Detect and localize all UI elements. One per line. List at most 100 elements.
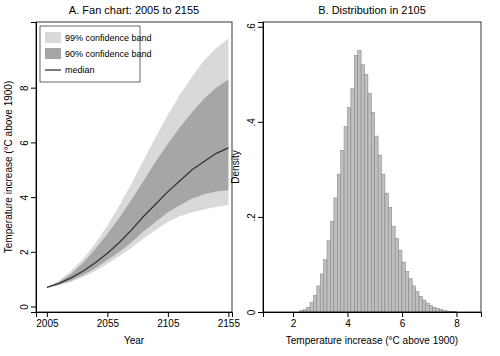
histogram-bar bbox=[426, 303, 429, 312]
x-tick-mark bbox=[402, 312, 403, 317]
histogram-bar bbox=[351, 89, 354, 312]
y-tick-mark bbox=[258, 122, 263, 123]
histogram-bar bbox=[337, 174, 340, 312]
panel: 24680.2.4.6B. Distribution in 2105Temper… bbox=[230, 4, 482, 346]
x-tick: 2055 bbox=[97, 312, 120, 329]
x-axis: 2005 2055 2105 2155 bbox=[36, 312, 240, 329]
histogram-bar bbox=[334, 198, 337, 312]
y-tick-mark bbox=[258, 217, 263, 218]
y-tick: 0 bbox=[246, 309, 263, 315]
x-axis: 2 4 6 8 bbox=[264, 312, 482, 329]
y-tick-mark bbox=[31, 197, 36, 198]
legend-swatch bbox=[45, 69, 61, 70]
x-tick-mark bbox=[47, 312, 48, 317]
x-axis-line bbox=[264, 313, 482, 318]
histogram-bar bbox=[341, 150, 344, 312]
histogram-bar bbox=[365, 74, 368, 312]
y-axis: 0 2 4 6 8 bbox=[19, 23, 37, 313]
panel: 2005 2055 2105 2155 0 2 4 6 8 A. Fan chart: 2005 … bbox=[3, 4, 240, 346]
legend-label: 90% confidence band bbox=[65, 49, 152, 59]
legend-swatch bbox=[45, 48, 61, 59]
y-tick-mark bbox=[31, 252, 36, 253]
x-tick: 2005 bbox=[36, 312, 59, 329]
histogram-bar bbox=[330, 222, 333, 312]
histogram-bar bbox=[385, 193, 388, 312]
y-tick-mark bbox=[31, 142, 36, 143]
x-tick-mark bbox=[228, 312, 229, 317]
x-tick: 2 bbox=[291, 312, 297, 329]
histogram-bar bbox=[402, 262, 405, 312]
histogram-bar bbox=[378, 155, 381, 312]
y-tick-label: 0 bbox=[19, 304, 30, 310]
histogram-bar bbox=[327, 241, 330, 312]
histogram-bar bbox=[368, 93, 371, 312]
histogram-bar bbox=[405, 272, 408, 312]
x-tick-mark bbox=[456, 312, 457, 317]
y-tick: 4 bbox=[19, 194, 36, 200]
histogram-bar bbox=[436, 309, 439, 312]
x-tick-mark bbox=[107, 312, 108, 317]
y-tick: 6 bbox=[19, 140, 36, 146]
histogram-bar bbox=[392, 226, 395, 312]
x-tick: 2105 bbox=[157, 312, 180, 329]
y-tick-label: 2 bbox=[19, 249, 30, 255]
plot-frame bbox=[36, 22, 232, 312]
histogram-bar bbox=[388, 207, 391, 312]
y-axis-title: Temperature increase (°C above 1900) bbox=[3, 81, 14, 253]
histogram-bar bbox=[354, 55, 357, 312]
x-tick-label: 2055 bbox=[97, 318, 120, 329]
histogram-bar bbox=[347, 108, 350, 312]
x-tick-label: 6 bbox=[400, 318, 406, 329]
x-tick-label: 2 bbox=[291, 318, 297, 329]
x-tick: 2155 bbox=[218, 312, 241, 329]
x-tick-mark bbox=[293, 312, 294, 317]
y-tick-label: 6 bbox=[19, 140, 30, 146]
y-tick-label: .4 bbox=[246, 118, 257, 127]
y-tick-label: 4 bbox=[19, 194, 30, 200]
y-tick-label: .2 bbox=[246, 213, 257, 222]
y-tick-mark bbox=[31, 307, 36, 308]
y-tick: .4 bbox=[246, 118, 263, 127]
histogram-bar bbox=[320, 274, 323, 312]
y-tick-mark bbox=[31, 88, 36, 89]
histogram-bar bbox=[358, 51, 361, 312]
chart-title: A. Fan chart: 2005 to 2155 bbox=[69, 4, 199, 16]
y-tick: 2 bbox=[19, 249, 36, 255]
histogram-bar bbox=[375, 136, 378, 312]
median-line bbox=[47, 148, 228, 288]
y-axis: 0 .2 .4 .6 bbox=[246, 23, 264, 316]
histogram-bar bbox=[412, 286, 415, 312]
y-tick: .2 bbox=[246, 213, 263, 222]
y-tick: 8 bbox=[19, 85, 36, 91]
histogram-bar bbox=[382, 174, 385, 312]
y-tick-label: .6 bbox=[246, 23, 257, 32]
y-tick-label: 8 bbox=[19, 85, 30, 91]
legend-swatch bbox=[45, 32, 61, 43]
histogram-bar bbox=[399, 250, 402, 312]
histogram-bar bbox=[419, 296, 422, 312]
y-axis-line bbox=[31, 23, 37, 313]
x-axis-line bbox=[37, 313, 233, 318]
x-tick-label: 2105 bbox=[157, 318, 180, 329]
histogram-bar bbox=[395, 238, 398, 312]
x-tick-label: 2155 bbox=[218, 318, 241, 329]
histogram-bar bbox=[344, 127, 347, 312]
histogram-bar bbox=[317, 286, 320, 312]
histogram-bar bbox=[324, 260, 327, 312]
x-tick: 6 bbox=[400, 312, 406, 329]
legend-label: 99% confidence band bbox=[65, 33, 152, 43]
histogram-bar bbox=[307, 307, 310, 312]
x-axis-title: Temperature increase (°C above 1900) bbox=[286, 335, 458, 346]
confidence-band bbox=[47, 79, 228, 287]
y-tick: .6 bbox=[246, 23, 263, 32]
histogram-bar bbox=[361, 65, 364, 312]
x-tick-label: 2005 bbox=[36, 318, 59, 329]
legend: 99% confidence band 90% confidence band me… bbox=[40, 26, 152, 82]
legend-label: median bbox=[65, 65, 95, 75]
y-tick-mark bbox=[258, 27, 263, 28]
y-tick-mark bbox=[258, 312, 263, 313]
x-tick: 8 bbox=[454, 312, 460, 329]
y-axis-title: Density bbox=[230, 150, 241, 183]
histogram-bar bbox=[371, 112, 374, 312]
x-tick-label: 4 bbox=[345, 318, 351, 329]
